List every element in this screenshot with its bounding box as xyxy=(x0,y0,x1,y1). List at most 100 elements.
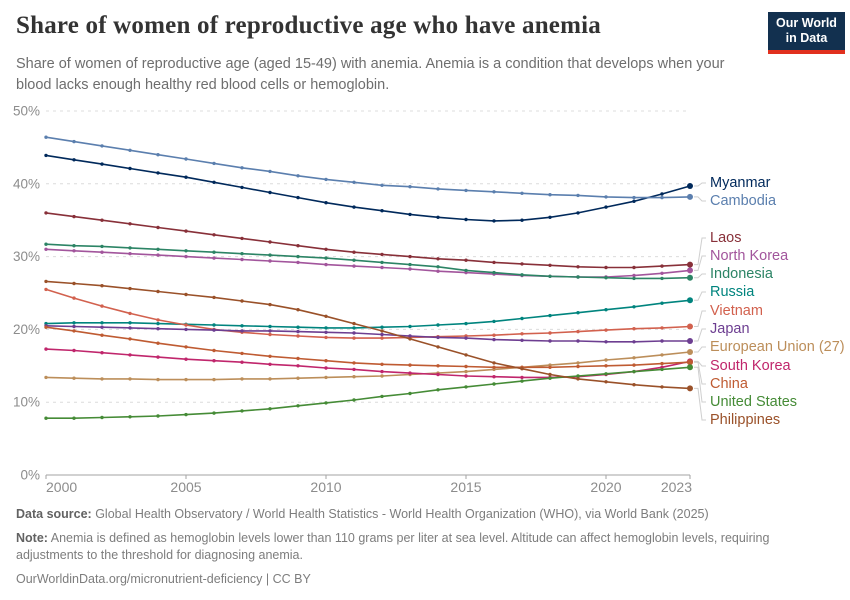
data-point xyxy=(380,329,384,333)
legend-label-japan[interactable]: Japan xyxy=(710,321,750,337)
data-point xyxy=(492,319,496,324)
data-point xyxy=(352,264,356,268)
data-point xyxy=(72,376,76,380)
data-point xyxy=(184,357,188,361)
data-point xyxy=(100,333,104,337)
data-point xyxy=(380,183,384,187)
y-tick-label: 40% xyxy=(13,176,40,191)
legend-label-russia[interactable]: Russia xyxy=(710,284,755,300)
series-cambodia[interactable]: Cambodia xyxy=(44,135,777,210)
data-point xyxy=(492,260,496,265)
series-european-union-27[interactable]: European Union (27) xyxy=(44,339,845,382)
legend-label-indonesia[interactable]: Indonesia xyxy=(710,266,774,282)
data-point xyxy=(296,334,300,338)
data-point xyxy=(324,201,328,205)
legend-label-european-union-27[interactable]: European Union (27) xyxy=(710,339,845,355)
chart-url-link[interactable]: OurWorldinData.org/micronutrient-deficie… xyxy=(16,571,311,586)
data-point xyxy=(72,321,76,325)
data-point xyxy=(604,358,608,362)
legend-connector xyxy=(694,360,706,367)
series-laos[interactable]: Laos xyxy=(44,211,741,270)
data-point xyxy=(632,340,636,344)
data-point xyxy=(296,174,300,178)
data-point xyxy=(240,252,244,256)
data-point xyxy=(436,265,440,269)
data-point xyxy=(184,327,188,332)
data-point xyxy=(408,334,412,338)
data-point xyxy=(44,287,48,292)
legend-label-philippines[interactable]: Philippines xyxy=(710,412,780,428)
data-point xyxy=(464,353,468,357)
data-point xyxy=(408,371,412,375)
data-point xyxy=(520,316,524,321)
legend-label-vietnam[interactable]: Vietnam xyxy=(710,303,763,319)
owid-logo[interactable]: Our World in Data xyxy=(768,12,845,54)
series-indonesia[interactable]: Indonesia xyxy=(44,242,774,283)
legend-connector xyxy=(694,361,706,385)
data-point xyxy=(520,375,524,380)
data-point xyxy=(576,361,580,365)
data-point xyxy=(352,361,356,365)
data-point xyxy=(548,376,552,380)
data-point xyxy=(687,297,693,304)
legend-label-united-states[interactable]: United States xyxy=(710,394,797,410)
x-tick-label: 2005 xyxy=(170,479,201,495)
legend-connector xyxy=(694,328,706,342)
legend-label-laos[interactable]: Laos xyxy=(710,230,741,246)
data-point xyxy=(464,369,468,374)
data-point xyxy=(212,328,216,332)
data-point xyxy=(296,404,300,408)
data-point xyxy=(632,363,636,367)
data-point xyxy=(268,354,272,358)
data-point xyxy=(604,340,608,344)
legend-connector xyxy=(694,182,706,187)
data-point xyxy=(687,359,693,366)
series-myanmar[interactable]: Myanmar xyxy=(44,153,771,223)
series-china[interactable]: China xyxy=(44,325,749,393)
data-point xyxy=(100,244,104,249)
data-point xyxy=(436,323,440,327)
data-point xyxy=(268,329,272,333)
data-point xyxy=(380,394,384,399)
data-point xyxy=(576,364,580,369)
series-philippines[interactable]: Philippines xyxy=(44,279,780,428)
legend-label-cambodia[interactable]: Cambodia xyxy=(710,193,777,209)
series-vietnam[interactable]: Vietnam xyxy=(44,287,763,340)
data-point xyxy=(576,374,580,378)
data-point xyxy=(156,321,160,326)
legend-label-south-korea[interactable]: South Korea xyxy=(710,358,792,374)
data-point xyxy=(44,242,48,246)
data-point xyxy=(352,398,356,402)
series-japan[interactable]: Japan xyxy=(44,321,750,344)
data-point xyxy=(660,276,664,281)
data-point xyxy=(44,375,48,380)
data-point xyxy=(268,259,272,263)
data-point xyxy=(44,325,48,329)
data-point xyxy=(408,212,412,217)
data-point xyxy=(576,329,580,334)
data-point xyxy=(296,308,300,312)
legend-label-china[interactable]: China xyxy=(710,376,749,392)
data-point xyxy=(128,148,132,152)
series-north-korea[interactable]: North Korea xyxy=(44,247,789,279)
data-point xyxy=(464,188,468,193)
data-point xyxy=(240,360,244,364)
data-point xyxy=(380,265,384,270)
data-point xyxy=(128,326,132,330)
legend-label-myanmar[interactable]: Myanmar xyxy=(710,175,771,191)
data-point xyxy=(212,180,216,184)
data-point xyxy=(128,311,132,316)
data-point xyxy=(212,377,216,382)
data-point xyxy=(632,276,636,281)
data-point xyxy=(324,330,328,334)
data-point xyxy=(100,304,104,308)
data-point xyxy=(128,246,132,250)
data-point xyxy=(212,256,216,260)
data-point xyxy=(296,325,300,329)
legend-label-north-korea[interactable]: North Korea xyxy=(710,248,789,264)
series-united-states[interactable]: United States xyxy=(44,364,797,420)
data-point xyxy=(240,377,244,381)
data-point xyxy=(296,364,300,368)
data-point xyxy=(268,324,272,329)
